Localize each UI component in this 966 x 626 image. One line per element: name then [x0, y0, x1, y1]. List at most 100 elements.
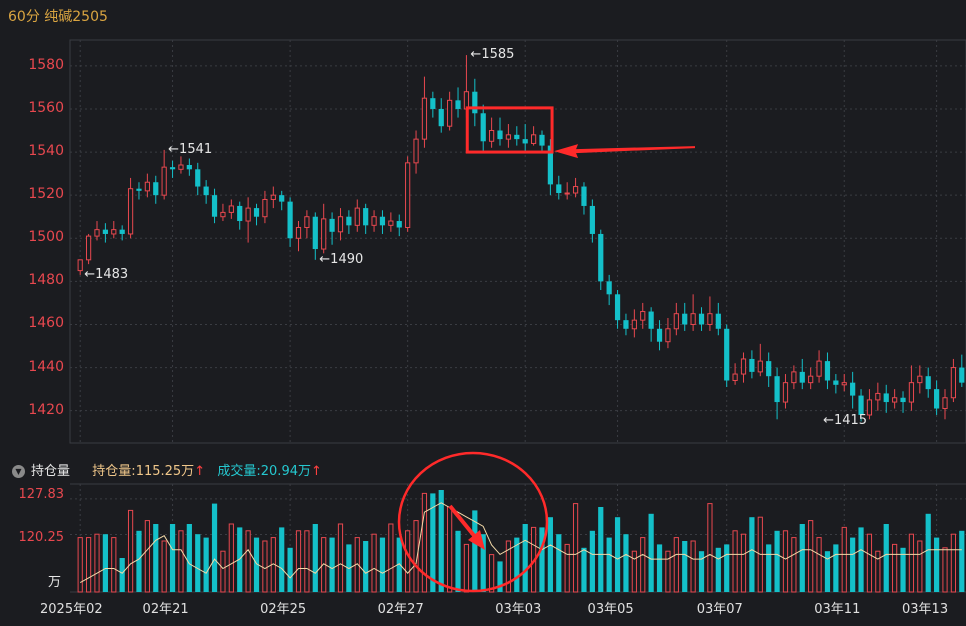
volume-bar	[690, 540, 696, 593]
candle-body	[161, 166, 167, 196]
candle-body	[396, 221, 402, 228]
panel-label[interactable]: 持仓量	[31, 464, 71, 479]
candle	[808, 367, 814, 390]
volume-bar	[917, 540, 923, 593]
candle	[917, 365, 923, 394]
candle	[279, 190, 285, 211]
candle	[312, 212, 318, 260]
volume-bar	[497, 561, 503, 592]
candle-body	[665, 328, 671, 343]
candle-body	[505, 134, 512, 140]
volume-bar	[766, 544, 772, 592]
candle	[396, 214, 402, 237]
candle-body	[648, 311, 654, 329]
x-tick-label: 2025年02	[40, 602, 103, 617]
volume-bar	[287, 547, 293, 592]
candle-body	[203, 186, 209, 196]
candle	[287, 197, 293, 247]
candle	[556, 175, 562, 200]
candle-body	[883, 393, 889, 403]
candle	[866, 389, 873, 420]
candle	[405, 156, 411, 232]
candle-body	[925, 376, 931, 390]
volume-bar	[799, 524, 805, 592]
volume-bars[interactable]	[77, 490, 965, 593]
candle-body	[337, 216, 344, 233]
volume-bar	[892, 543, 898, 593]
y-tick-label: 1580	[28, 56, 64, 73]
candle	[220, 203, 226, 222]
candle-body	[77, 259, 83, 272]
candlestick-series[interactable]	[77, 55, 965, 422]
candle	[732, 363, 738, 385]
candle-body	[715, 313, 721, 329]
candle-body	[766, 361, 772, 377]
candle-body	[858, 395, 864, 415]
candle	[514, 126, 520, 146]
volume-bar	[312, 524, 318, 592]
candle	[581, 182, 587, 215]
candle	[497, 117, 503, 146]
volume-bar	[371, 533, 377, 593]
candle-body	[514, 134, 520, 140]
volume-bar	[262, 540, 268, 593]
volume-bar	[581, 547, 587, 592]
candle-body	[480, 113, 486, 142]
volume-bar	[959, 530, 965, 592]
candle-body	[942, 397, 948, 410]
volume-bar	[169, 524, 176, 592]
candle-body	[900, 397, 906, 403]
volume-bar	[245, 530, 251, 593]
candle	[354, 199, 360, 232]
candle	[447, 91, 453, 131]
candle-body	[144, 181, 150, 192]
chart-title: 60分 纯碱2505	[8, 9, 108, 25]
volume-bar	[463, 543, 470, 593]
candle-body	[237, 205, 243, 222]
volume-bar	[749, 517, 755, 592]
candle	[740, 352, 747, 383]
candle-body	[614, 294, 621, 321]
volume-bar	[220, 550, 226, 593]
candle	[900, 391, 906, 413]
candle-body	[405, 162, 411, 228]
candle-body	[572, 186, 579, 194]
candle	[640, 302, 646, 329]
candle	[665, 318, 671, 349]
candle	[631, 309, 637, 338]
volume-bar	[732, 530, 738, 593]
candle	[883, 384, 889, 413]
triangle-down-icon[interactable]: ▼	[12, 465, 25, 478]
candle	[539, 130, 545, 153]
price-annotation: ←1483	[84, 266, 129, 282]
candle-body	[195, 169, 201, 187]
candle-body	[472, 91, 478, 114]
candle	[245, 197, 251, 243]
y-tick-label: 1520	[28, 186, 64, 203]
candle	[724, 324, 730, 387]
volume-bar	[934, 537, 940, 592]
candle	[833, 374, 839, 394]
candle	[253, 203, 260, 226]
candle-body	[295, 226, 302, 239]
candle-body	[724, 328, 730, 381]
volume-bar	[640, 537, 646, 593]
volume-bar	[707, 503, 713, 593]
volume-bar	[405, 530, 411, 593]
x-tick-label: 03年13	[902, 602, 949, 617]
candle	[598, 229, 604, 290]
candle	[547, 139, 553, 196]
candle-body	[950, 367, 957, 399]
candle	[782, 374, 789, 409]
candle-body	[119, 229, 125, 234]
candle-body	[287, 201, 293, 239]
candle-body	[841, 382, 847, 386]
candle	[505, 124, 512, 148]
candle	[153, 175, 159, 204]
candle-body	[547, 145, 553, 185]
candle	[178, 156, 184, 174]
x-tick-label: 03年07	[696, 602, 743, 617]
candle	[144, 173, 150, 198]
candle	[102, 223, 108, 243]
